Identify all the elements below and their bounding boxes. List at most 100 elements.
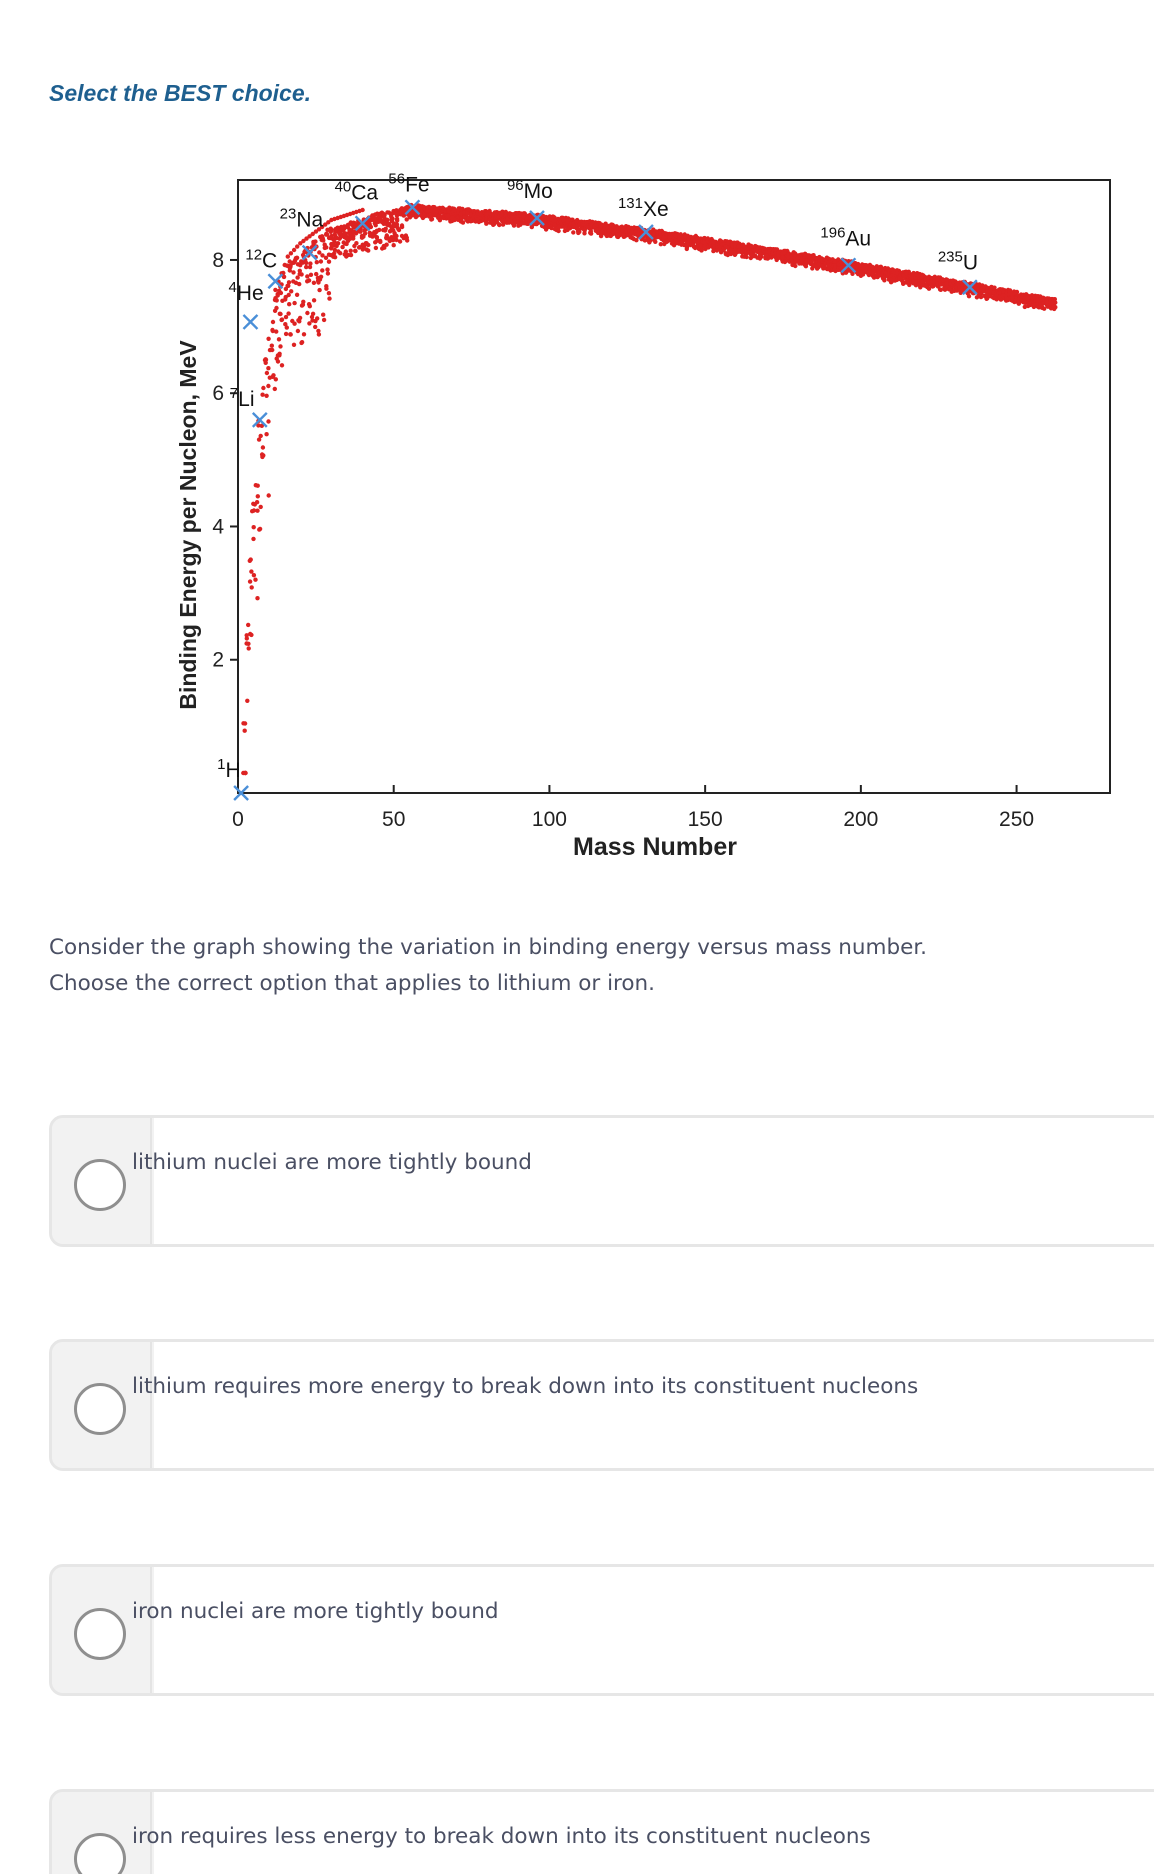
data-point: [374, 235, 380, 240]
data-point: [337, 235, 343, 241]
data-point: [496, 222, 502, 227]
nuclide-label-he: 4He: [228, 279, 263, 305]
nuclide-label-xe: 131Xe: [618, 195, 669, 221]
y-tick-label: 6: [212, 382, 224, 405]
nuclide-element-symbol: Fe: [405, 173, 430, 196]
x-axis-label: Mass Number: [573, 833, 737, 861]
nuclide-label-mo: 96Mo: [507, 177, 553, 203]
data-point: [260, 392, 265, 397]
data-point: [1026, 301, 1032, 307]
data-point: [373, 245, 379, 251]
data-point: [281, 274, 287, 280]
data-point: [286, 280, 292, 285]
nuclide-mass-superscript: 23: [280, 206, 297, 223]
data-point: [749, 243, 754, 249]
data-point: [249, 569, 254, 574]
data-point: [368, 224, 373, 229]
nuclide-marker-xe: [638, 224, 654, 240]
data-point: [556, 228, 561, 234]
data-point: [362, 242, 368, 247]
data-point: [399, 223, 405, 228]
nuclide-mass-superscript: 4: [228, 279, 236, 296]
data-point: [1013, 290, 1019, 295]
data-point: [278, 290, 284, 296]
data-points: [241, 202, 1058, 776]
data-point: [332, 255, 338, 260]
data-point: [338, 251, 343, 256]
data-point: [325, 267, 330, 272]
data-point: [394, 237, 399, 243]
option-3[interactable]: iron nuclei are more tightly bound: [49, 1564, 1154, 1696]
option-4-radio-icon[interactable]: [74, 1833, 126, 1874]
data-point: [511, 222, 517, 227]
data-point: [373, 223, 378, 228]
data-point: [544, 214, 549, 220]
data-point: [323, 255, 329, 260]
option-2-radio-icon[interactable]: [74, 1383, 126, 1435]
data-point: [1025, 295, 1030, 300]
data-point: [926, 286, 932, 291]
data-point: [877, 264, 883, 270]
data-point: [998, 290, 1003, 295]
data-point: [299, 340, 305, 345]
data-point: [273, 287, 278, 293]
data-point: [328, 246, 334, 251]
data-point: [714, 248, 720, 253]
data-point: [334, 243, 339, 249]
data-point: [305, 310, 310, 316]
data-point: [294, 292, 300, 297]
data-point: [730, 249, 735, 254]
question-line-1: Consider the graph showing the variation…: [49, 935, 928, 960]
data-point: [246, 622, 251, 628]
data-point: [773, 247, 778, 252]
data-point: [255, 508, 260, 513]
option-1[interactable]: lithium nuclei are more tightly bound: [49, 1115, 1154, 1247]
data-point: [919, 272, 925, 277]
data-point: [1052, 300, 1058, 305]
nuclide-marker-h: [233, 785, 249, 801]
data-point: [244, 636, 249, 641]
data-point: [695, 245, 700, 250]
data-point: [247, 558, 252, 563]
data-point: [799, 259, 804, 264]
nuclide-element-symbol: Mo: [524, 180, 553, 203]
data-point: [390, 216, 395, 221]
data-point: [313, 239, 318, 244]
data-point: [293, 280, 299, 285]
data-point: [264, 393, 269, 398]
data-point: [297, 319, 302, 324]
nuclide-element-symbol: Na: [296, 209, 323, 232]
nuclide-element-symbol: Au: [845, 227, 871, 250]
data-point: [992, 285, 997, 290]
nuclide-element-symbol: C: [262, 249, 277, 272]
data-point: [321, 317, 327, 323]
question-text: Consider the graph showing the variation…: [49, 930, 1049, 1002]
data-point: [359, 235, 365, 240]
option-3-text-cell: [154, 1567, 1154, 1693]
data-point: [378, 239, 383, 245]
data-point: [508, 211, 514, 217]
option-4[interactable]: iron requires less energy to break down …: [49, 1789, 1154, 1874]
data-point: [251, 536, 256, 542]
option-1-radio-icon[interactable]: [74, 1159, 126, 1211]
data-point: [326, 259, 332, 264]
data-point: [286, 292, 291, 298]
option-3-radio-icon[interactable]: [74, 1608, 126, 1660]
nuclide-label-li: 7Li: [230, 385, 255, 411]
data-point: [287, 302, 292, 307]
data-point: [300, 302, 306, 307]
data-point: [269, 343, 274, 348]
data-point: [871, 271, 876, 277]
option-2[interactable]: lithium requires more energy to break do…: [49, 1339, 1154, 1471]
data-point: [736, 244, 741, 249]
data-point: [938, 287, 943, 292]
data-point: [360, 207, 365, 213]
data-point: [270, 347, 275, 353]
data-point: [748, 255, 753, 261]
data-point: [295, 328, 301, 334]
data-point: [793, 263, 798, 269]
data-point: [399, 206, 404, 211]
data-point: [1022, 304, 1027, 310]
data-point: [944, 281, 949, 286]
data-point: [283, 331, 289, 337]
